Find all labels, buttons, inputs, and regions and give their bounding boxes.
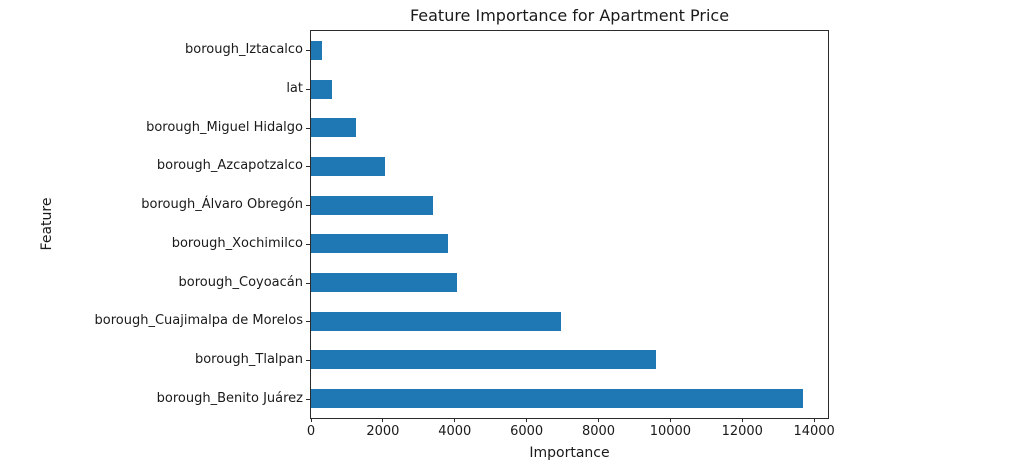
y-tick-label: borough_Tlalpan: [194, 351, 303, 367]
bar: [311, 40, 323, 60]
bar: [311, 311, 561, 331]
y-tick-mark: [306, 89, 310, 91]
bar: [311, 350, 657, 370]
y-tick-label: borough_Iztacalco: [185, 42, 303, 58]
y-tick-mark: [306, 50, 310, 52]
bar: [311, 156, 386, 176]
x-tick-mark: [741, 418, 743, 422]
y-tick-label: borough_Xochimilco: [171, 235, 303, 251]
x-tick-mark: [310, 418, 312, 422]
y-tick-mark: [306, 205, 310, 207]
x-tick-label: 2000: [366, 424, 400, 439]
x-tick-label: 0: [306, 424, 316, 439]
y-tick-label: borough_Miguel Hidalgo: [146, 119, 303, 135]
x-tick-mark: [382, 418, 384, 422]
y-tick-label: lat: [286, 81, 303, 97]
x-tick-mark: [813, 418, 815, 422]
y-tick-mark: [306, 398, 310, 400]
x-tick-label: 12000: [721, 424, 763, 439]
bar: [311, 389, 804, 409]
x-tick-label: 6000: [510, 424, 544, 439]
bar: [311, 273, 457, 293]
y-tick-label: borough_Benito Juárez: [156, 390, 303, 406]
bar: [311, 79, 332, 99]
bar: [311, 118, 356, 138]
y-tick-mark: [306, 127, 310, 129]
y-tick-mark: [306, 282, 310, 284]
y-tick-label: borough_Azcapotzalco: [156, 158, 303, 174]
bar: [311, 234, 449, 254]
x-tick-mark: [454, 418, 456, 422]
x-tick-mark: [526, 418, 528, 422]
bar: [311, 195, 434, 215]
x-axis-label: Importance: [529, 445, 610, 461]
y-tick-mark: [306, 359, 310, 361]
y-tick-label: borough_Coyoacán: [178, 274, 303, 290]
x-tick-label: 8000: [581, 424, 616, 439]
y-tick-mark: [306, 166, 310, 168]
y-tick-label: borough_Cuajimalpa de Morelos: [94, 313, 304, 329]
x-tick-label: 10000: [649, 424, 692, 439]
y-tick-label: borough_Álvaro Obregón: [141, 197, 303, 213]
plot-area: [310, 30, 829, 419]
chart-title: Feature Importance for Apartment Price: [409, 6, 730, 25]
x-tick-mark: [669, 418, 671, 422]
x-tick-label: 14000: [793, 424, 835, 439]
y-tick-mark: [306, 243, 310, 245]
y-tick-mark: [306, 321, 310, 323]
x-tick-mark: [598, 418, 600, 422]
x-tick-label: 4000: [438, 424, 472, 439]
